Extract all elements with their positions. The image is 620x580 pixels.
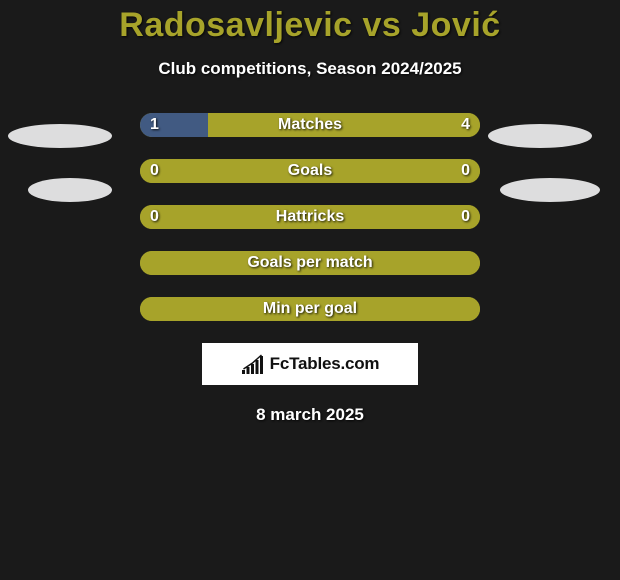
stat-row: 0 0 Hattricks <box>140 205 480 229</box>
stat-row: Min per goal <box>140 297 480 321</box>
value-right: 0 <box>461 162 470 180</box>
row-label: Hattricks <box>276 208 344 226</box>
value-left: 1 <box>150 116 159 134</box>
date-text: 8 march 2025 <box>0 405 620 425</box>
value-left: 0 <box>150 208 159 226</box>
value-right: 0 <box>461 208 470 226</box>
decorative-ellipse <box>8 124 112 148</box>
decorative-ellipse <box>500 178 600 202</box>
decorative-ellipse <box>28 178 112 202</box>
row-label: Matches <box>278 116 342 134</box>
infographic-root: Radosavljevic vs Jović Club competitions… <box>0 0 620 580</box>
row-label: Goals per match <box>247 254 372 272</box>
page-title: Radosavljevic vs Jović <box>0 6 620 45</box>
value-right: 4 <box>461 116 470 134</box>
value-left: 0 <box>150 162 159 180</box>
decorative-ellipse <box>488 124 592 148</box>
page-subtitle: Club competitions, Season 2024/2025 <box>0 59 620 79</box>
bars-icon <box>241 354 265 374</box>
brand-text: FcTables.com <box>270 354 380 374</box>
row-label: Min per goal <box>263 300 357 318</box>
stat-row: 0 0 Goals <box>140 159 480 183</box>
fill-right <box>208 113 480 137</box>
chart-rows: 1 4 Matches 0 0 Goals 0 0 Hattricks Goals per mat… <box>140 113 480 321</box>
row-label: Goals <box>288 162 332 180</box>
brand-badge: FcTables.com <box>202 343 418 385</box>
stat-row: 1 4 Matches <box>140 113 480 137</box>
stat-row: Goals per match <box>140 251 480 275</box>
